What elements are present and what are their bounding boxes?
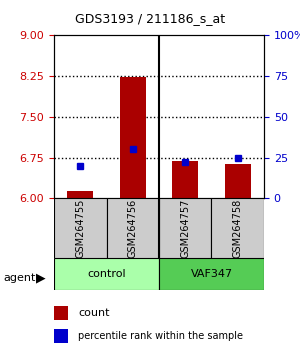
FancyBboxPatch shape (212, 198, 264, 258)
Bar (120, 77, 146, 198)
FancyBboxPatch shape (159, 198, 211, 258)
FancyBboxPatch shape (54, 198, 106, 258)
Text: count: count (78, 308, 110, 318)
Text: percentile rank within the sample: percentile rank within the sample (78, 331, 243, 341)
Bar (67, 191, 93, 198)
Bar (225, 164, 251, 198)
Text: agent: agent (3, 273, 35, 283)
Text: ▶: ▶ (36, 272, 45, 284)
Text: GSM264756: GSM264756 (128, 199, 138, 258)
FancyBboxPatch shape (106, 198, 159, 258)
Text: GSM264755: GSM264755 (75, 199, 85, 258)
Text: VAF347: VAF347 (190, 269, 232, 279)
FancyBboxPatch shape (54, 258, 159, 290)
Text: GDS3193 / 211186_s_at: GDS3193 / 211186_s_at (75, 12, 225, 25)
Bar (54, 306, 68, 320)
Text: control: control (87, 269, 126, 279)
Bar (54, 329, 68, 343)
Text: GSM264757: GSM264757 (180, 199, 190, 258)
FancyBboxPatch shape (159, 258, 264, 290)
Bar (172, 161, 198, 198)
Text: GSM264758: GSM264758 (233, 199, 243, 258)
